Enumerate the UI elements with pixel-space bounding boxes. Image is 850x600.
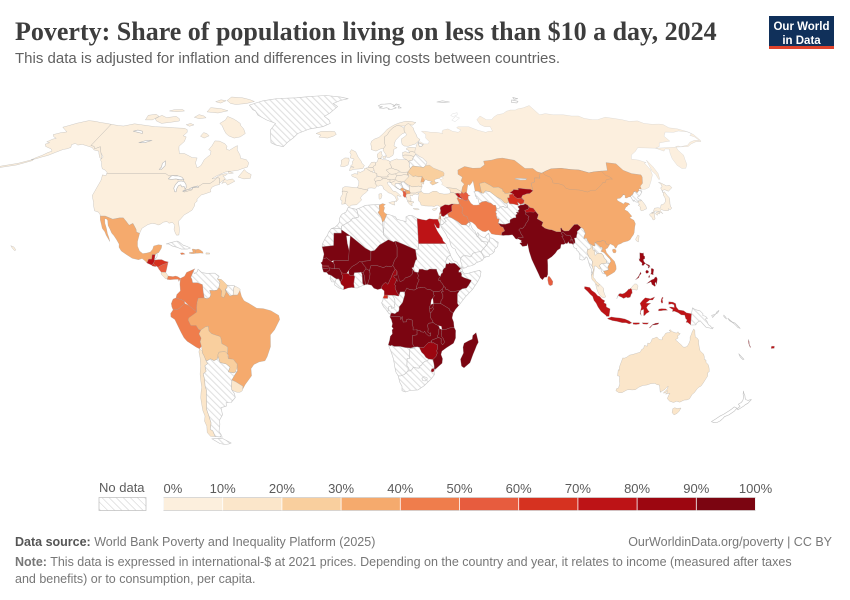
svg-text:20%: 20% [269,481,295,496]
svg-text:40%: 40% [387,481,413,496]
svg-text:10%: 10% [210,481,236,496]
svg-text:0%: 0% [164,481,183,496]
svg-text:80%: 80% [624,481,650,496]
svg-text:100%: 100% [739,481,773,496]
svg-text:60%: 60% [506,481,532,496]
svg-text:90%: 90% [683,481,709,496]
svg-text:30%: 30% [328,481,354,496]
svg-text:50%: 50% [446,481,472,496]
svg-text:70%: 70% [565,481,591,496]
